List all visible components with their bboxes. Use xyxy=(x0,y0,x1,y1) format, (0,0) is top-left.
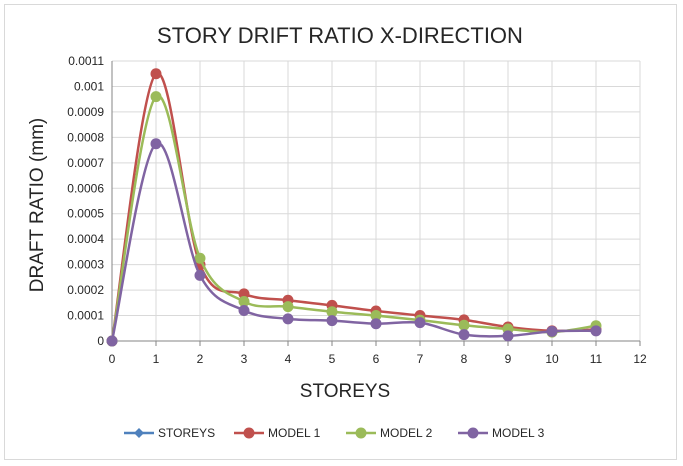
chart-frame xyxy=(4,4,677,460)
x-tick-label: 5 xyxy=(329,352,336,366)
legend-swatch-marker xyxy=(134,428,144,438)
x-tick-label: 2 xyxy=(197,352,204,366)
y-tick-label: 0.0002 xyxy=(67,283,104,297)
legend-label: MODEL 2 xyxy=(380,426,433,440)
y-tick-label: 0.0009 xyxy=(67,105,104,119)
data-point xyxy=(282,313,294,325)
data-point xyxy=(370,310,382,322)
series-layer xyxy=(106,68,602,347)
x-tick-label: 11 xyxy=(590,352,603,366)
series-line-model-3 xyxy=(110,142,597,342)
data-point xyxy=(326,315,338,327)
y-tick-label: 0.001 xyxy=(74,79,104,93)
legend-swatch-marker xyxy=(467,427,479,439)
y-tick-label: 0.0008 xyxy=(67,130,104,144)
legend-item-model-1: MODEL 1 xyxy=(234,426,321,440)
y-tick-label: 0 xyxy=(97,334,104,348)
x-tick-label: 8 xyxy=(461,352,468,366)
legend-label: MODEL 1 xyxy=(268,426,321,440)
x-tick-label: 6 xyxy=(373,352,380,366)
data-point xyxy=(150,138,162,150)
y-tick-label: 0.0006 xyxy=(67,181,104,195)
data-point xyxy=(370,318,382,330)
x-tick-label: 9 xyxy=(505,352,512,366)
y-tick-label: 0.0011 xyxy=(68,54,104,68)
data-point xyxy=(546,325,558,337)
data-point xyxy=(238,296,250,308)
legend-label: STOREYS xyxy=(158,426,215,440)
data-point xyxy=(590,325,602,337)
x-tick-label: 10 xyxy=(545,352,559,366)
series-line-model-1 xyxy=(110,72,597,342)
data-point xyxy=(458,329,470,341)
legend-item-storeys: STOREYS xyxy=(124,426,215,440)
tick-labels: 0 0.0001 0.0002 0.0003 0.0004 0.0005 0.0006 0.0… xyxy=(67,54,647,366)
x-tick-label: 1 xyxy=(153,352,160,366)
legend-item-model-2: MODEL 2 xyxy=(346,426,433,440)
gridlines xyxy=(112,60,641,341)
y-tick-label: 0.0003 xyxy=(67,258,104,272)
y-tick-label: 0.0007 xyxy=(67,156,104,170)
x-tick-label: 3 xyxy=(241,352,248,366)
legend: STOREYS MODEL 1 MODEL 2 MODEL 3 xyxy=(124,426,545,440)
legend-item-model-3: MODEL 3 xyxy=(458,426,545,440)
x-tick-label: 7 xyxy=(417,352,424,366)
x-tick-label: 0 xyxy=(109,352,116,366)
y-tick-label: 0.0004 xyxy=(67,232,104,246)
x-tick-label: 12 xyxy=(633,352,647,366)
chart-title: STORY DRIFT RATIO X-DIRECTION xyxy=(157,23,523,48)
data-point xyxy=(238,288,250,300)
data-point xyxy=(106,335,118,347)
axes xyxy=(111,61,641,346)
series-model-3 xyxy=(106,138,602,347)
data-point xyxy=(150,68,162,80)
data-point xyxy=(326,306,338,318)
data-point xyxy=(194,269,206,281)
x-axis-title: STOREYS xyxy=(300,381,390,402)
data-point xyxy=(150,91,162,103)
data-point xyxy=(238,304,250,316)
data-point xyxy=(282,301,294,313)
y-tick-label: 0.0005 xyxy=(67,207,104,221)
legend-swatch-marker xyxy=(243,427,255,439)
data-point xyxy=(194,252,206,264)
legend-swatch-marker xyxy=(355,427,367,439)
legend-label: MODEL 3 xyxy=(492,426,545,440)
data-point xyxy=(502,330,514,342)
y-tick-label: 0.0001 xyxy=(67,309,104,323)
x-tick-label: 4 xyxy=(285,352,292,366)
y-axis-title: DRAFT RATIO (mm) xyxy=(27,118,48,293)
data-point xyxy=(458,319,470,331)
data-point xyxy=(414,317,426,329)
